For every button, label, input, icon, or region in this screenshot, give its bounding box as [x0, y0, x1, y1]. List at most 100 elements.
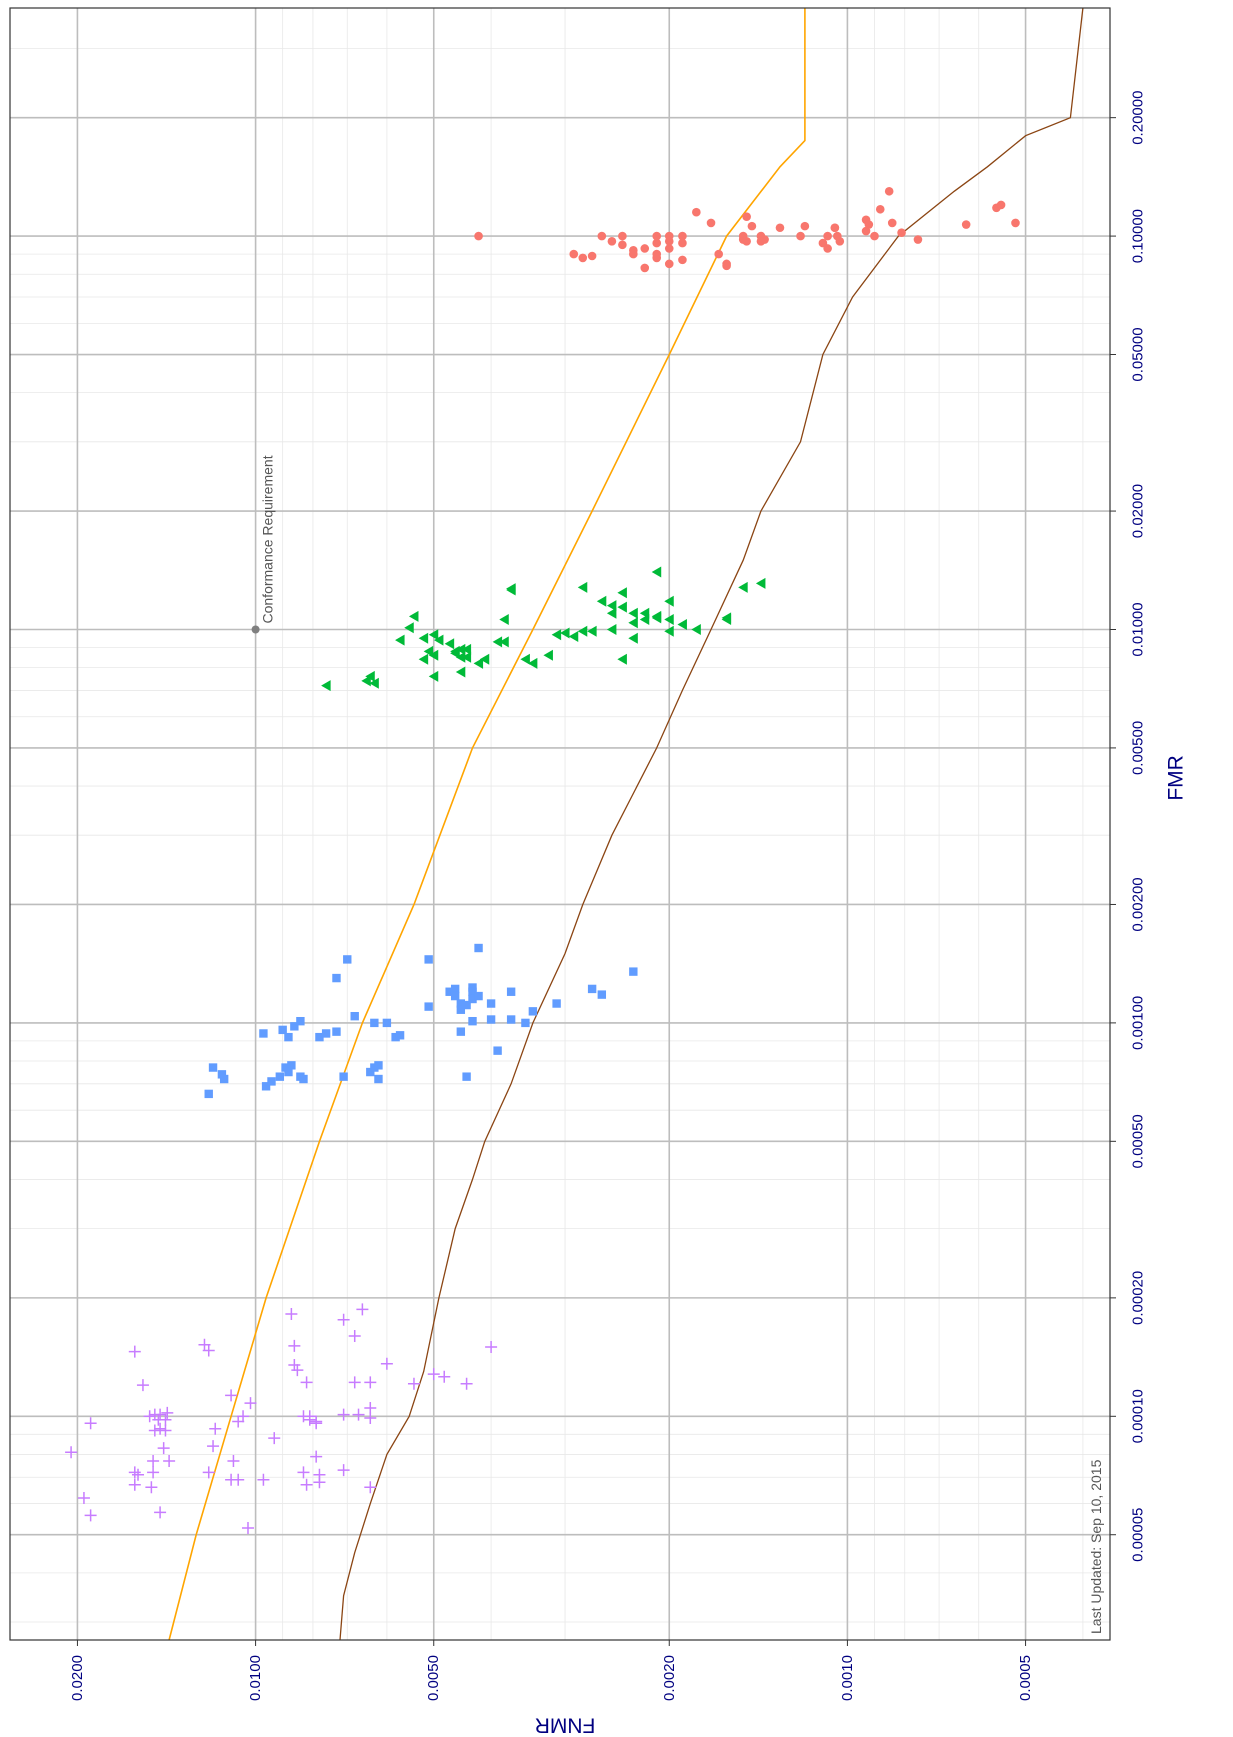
point-triangle: [606, 600, 617, 612]
point-plus: [241, 1522, 254, 1535]
point-circle: [640, 263, 650, 273]
point-triangle: [617, 601, 627, 613]
point-triangle: [404, 622, 414, 634]
point-circle: [760, 235, 769, 244]
point-triangle: [479, 653, 490, 665]
conformance-label: Conformance Requirement: [260, 455, 276, 623]
point-triangle: [428, 670, 439, 682]
fnmr-tick-label: 0.0010: [839, 1655, 856, 1701]
point-triangle: [455, 651, 466, 663]
point-plus: [148, 1424, 161, 1437]
fnmr-tick-label: 0.0200: [69, 1655, 86, 1701]
fnmr-axis-ticks: 0.0005 0.0010 0.0020 0.0050 0.0100 0.0200: [69, 1640, 1034, 1701]
point-circle: [823, 244, 832, 253]
point-triangle: [461, 651, 472, 663]
point-square: [332, 973, 341, 983]
point-plus: [157, 1442, 170, 1455]
point-square: [468, 994, 477, 1004]
fmr-tick-label: 0.05000: [1130, 327, 1147, 381]
point-circle: [884, 186, 894, 196]
point-plus: [310, 1450, 323, 1463]
point-square: [597, 990, 607, 999]
point-square: [474, 991, 483, 1001]
point-circle: [569, 249, 579, 259]
point-triangle: [506, 583, 516, 595]
point-square: [456, 1005, 466, 1014]
point-square: [208, 1063, 218, 1072]
point-circle: [587, 251, 597, 261]
point-square: [450, 991, 460, 1001]
point-triangle: [738, 581, 748, 593]
point-plus: [84, 1417, 97, 1430]
point-circle: [861, 226, 871, 236]
point-triangle: [651, 566, 662, 578]
point-triangle: [628, 607, 638, 619]
point-triangle: [433, 634, 444, 646]
point-triangle: [408, 610, 419, 622]
plot-panel-border: [9, 7, 1111, 1641]
point-triangle: [664, 614, 674, 626]
point-triangle: [664, 625, 674, 637]
point-plus: [303, 1413, 316, 1426]
point-plus: [460, 1377, 473, 1390]
major-grid: [10, 8, 1110, 1640]
point-triangle: [551, 629, 562, 641]
point-square: [456, 1027, 466, 1036]
point-triangle: [418, 653, 429, 665]
point-triangle: [543, 649, 553, 661]
point-circle: [796, 231, 805, 241]
point-circle: [897, 228, 906, 238]
point-circle: [870, 231, 879, 241]
point-square: [468, 1016, 477, 1026]
point-circle: [652, 231, 662, 241]
point-plus: [407, 1377, 420, 1390]
x-axis-title: FMR: [1165, 755, 1188, 801]
fmr-tick-label: 0.00100: [1130, 996, 1147, 1050]
point-plus: [356, 1303, 369, 1316]
point-circle: [678, 231, 687, 241]
point-triangle: [492, 636, 503, 648]
point-triangle: [606, 607, 617, 619]
point-plus: [232, 1415, 245, 1428]
point-square: [521, 1018, 530, 1028]
point-plus: [207, 1440, 220, 1453]
point-square: [370, 1018, 379, 1028]
point-plus: [163, 1454, 176, 1467]
point-circle: [474, 231, 483, 241]
point-plus: [147, 1454, 160, 1467]
y-axis-title: FNMR: [535, 1714, 596, 1737]
det-curves: [168, 7, 1084, 1641]
fmr-tick-label: 0.10000: [1130, 209, 1147, 263]
point-plus: [77, 1491, 90, 1504]
point-triangle: [596, 595, 607, 607]
point-square: [629, 967, 638, 976]
point-plus: [352, 1408, 365, 1421]
fnmr-tick-label: 0.0005: [1017, 1655, 1034, 1701]
point-circle: [607, 236, 617, 246]
point-plus: [285, 1307, 298, 1320]
point-triangle: [568, 630, 579, 642]
fmr-tick-label: 0.00005: [1130, 1508, 1147, 1562]
point-circle: [664, 244, 674, 253]
point-plus: [427, 1368, 440, 1381]
point-circle: [714, 249, 723, 259]
point-square: [462, 1000, 471, 1010]
point-plus: [337, 1464, 350, 1477]
point-triangle: [560, 627, 570, 639]
point-triangle: [520, 653, 530, 665]
fmr-tick-label: 0.01000: [1130, 602, 1147, 656]
point-triangle: [617, 653, 627, 665]
point-square: [468, 987, 477, 996]
point-triangle: [499, 636, 509, 648]
point-plus: [438, 1370, 451, 1383]
point-square: [391, 1032, 400, 1042]
fmr-tick-label: 0.20000: [1130, 91, 1147, 145]
point-triangle: [577, 581, 588, 593]
point-plus: [132, 1468, 145, 1481]
fmr-tick-label: 0.00500: [1130, 721, 1147, 775]
point-square: [424, 955, 433, 964]
point-square: [445, 987, 454, 996]
point-circle: [692, 207, 701, 217]
point-square: [468, 983, 477, 992]
